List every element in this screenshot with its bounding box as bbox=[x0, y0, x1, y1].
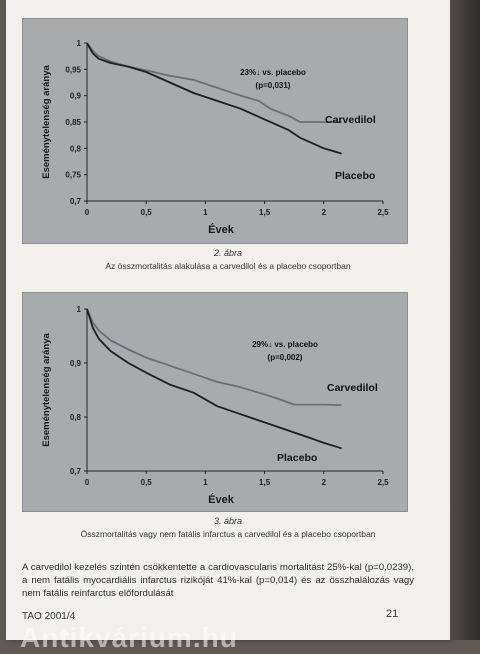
document-page: 0,7 0,75 0,8 0,85 0,9 0,95 1 0 0,5 1 1,5 2 2,5 Évek Es… bbox=[6, 0, 450, 640]
y-axis-label: Eseménytelenség aránya bbox=[41, 65, 52, 179]
x-tick-label: 2 bbox=[322, 208, 327, 217]
book-edge bbox=[450, 0, 480, 640]
x-tick-label: 2,5 bbox=[377, 208, 389, 217]
x-tick-label: 1,5 bbox=[259, 208, 271, 217]
page-number: 21 bbox=[386, 608, 399, 620]
annotation-line: 23%↓ vs. placebo bbox=[240, 68, 306, 77]
watermark: Antikvárium.hu bbox=[20, 622, 238, 653]
x-tick-label: 1 bbox=[203, 208, 208, 217]
x-tick-label: 0,5 bbox=[141, 208, 153, 217]
figure-3-caption: Összmortalitás vagy nem fatális infarctu… bbox=[80, 529, 376, 539]
body-paragraph-text: A carvedilol kezelés szintén csökkentett… bbox=[22, 562, 414, 599]
x-tick-label: 1 bbox=[203, 478, 208, 487]
x-tick-label: 2 bbox=[322, 478, 327, 487]
figure-3-number: 3. ábra bbox=[213, 516, 243, 526]
series-line-carvedilol bbox=[86, 308, 342, 406]
annotation-line: (p=0,031) bbox=[256, 81, 291, 90]
y-tick-label: 1 bbox=[77, 305, 82, 314]
series-line-placebo bbox=[86, 308, 342, 450]
series-label-carvedilol: Carvedilol bbox=[325, 114, 376, 126]
y-tick-label: 0,8 bbox=[70, 413, 82, 422]
x-tick-label: 0,5 bbox=[141, 478, 153, 487]
x-axis-label: Évek bbox=[208, 223, 235, 236]
y-tick-label: 0,75 bbox=[65, 171, 81, 180]
figure-2-box: 0,7 0,75 0,8 0,85 0,9 0,95 1 0 0,5 1 1,5 2 2,5 Évek Es… bbox=[22, 18, 408, 244]
x-tick-label: 1,5 bbox=[259, 478, 271, 487]
y-tick-label: 1 bbox=[77, 39, 82, 48]
body-paragraph: A carvedilol kezelés szintén csökkentett… bbox=[22, 562, 414, 600]
y-tick-label: 0,8 bbox=[70, 144, 82, 153]
x-axis-label: Évek bbox=[208, 493, 235, 506]
series-line-carvedilol bbox=[86, 42, 342, 123]
y-tick-label: 0,7 bbox=[70, 467, 82, 476]
series-line-placebo bbox=[86, 42, 342, 155]
figure-3-box: 0,7 0,8 0,9 1 0 0,5 1 1,5 2 2,5 Évek Eseménytelensé… bbox=[22, 292, 408, 512]
journal-issue: TAO 2001/4 bbox=[22, 611, 76, 622]
y-tick-label: 0,9 bbox=[70, 92, 82, 101]
x-tick-label: 0 bbox=[85, 478, 90, 487]
y-tick-label: 0,9 bbox=[70, 359, 82, 368]
annotation-line: (p=0,002) bbox=[268, 353, 303, 362]
annotation-line: 29%↓ vs. placebo bbox=[252, 340, 318, 349]
series-label-placebo: Placebo bbox=[335, 170, 375, 182]
y-axis-label: Eseménytelenség aránya bbox=[41, 333, 52, 447]
series-label-placebo: Placebo bbox=[277, 452, 317, 464]
y-tick-label: 0,7 bbox=[70, 197, 82, 206]
x-tick-label: 0 bbox=[85, 208, 90, 217]
chart-figure-2: 0,7 0,75 0,8 0,85 0,9 0,95 1 0 0,5 1 1,5 2 2,5 Évek Es… bbox=[41, 39, 389, 236]
y-tick-label: 0,85 bbox=[65, 118, 81, 127]
chart-figure-3: 0,7 0,8 0,9 1 0 0,5 1 1,5 2 2,5 Évek Eseménytelensé… bbox=[41, 305, 389, 506]
figure-2-number: 2. ábra bbox=[213, 248, 243, 258]
x-tick-label: 2,5 bbox=[377, 478, 389, 487]
y-tick-label: 0,95 bbox=[65, 65, 81, 74]
figure-2-caption: Az összmortalitás alakulása a carvedilol… bbox=[105, 261, 351, 271]
series-label-carvedilol: Carvedilol bbox=[327, 382, 378, 394]
